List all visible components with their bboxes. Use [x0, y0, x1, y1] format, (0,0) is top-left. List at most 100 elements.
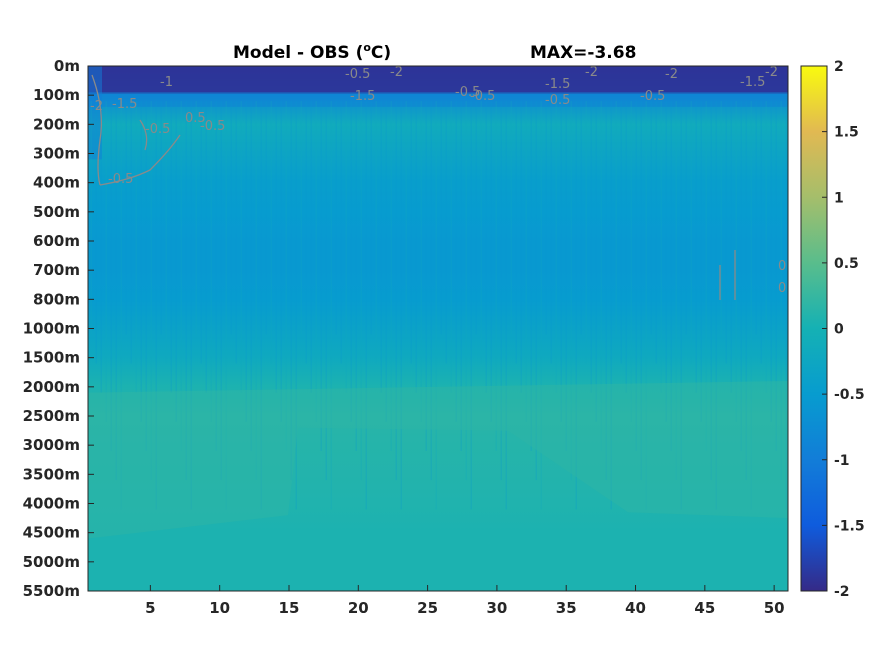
texture-streak	[765, 101, 767, 393]
contour-label: -0.5	[345, 67, 370, 82]
y-tick-label: 1000m	[23, 320, 80, 338]
texture-streak	[410, 101, 412, 364]
deep-warm-region	[88, 381, 788, 539]
max-label: MAX=-3.68	[530, 43, 636, 63]
texture-streak	[225, 101, 227, 510]
contour-label: -0.5	[470, 89, 495, 104]
colorbar-tick-label: -0.5	[834, 387, 865, 403]
contour-label: 0.5	[185, 111, 206, 126]
texture-streak	[665, 101, 667, 422]
texture-streak	[495, 101, 497, 451]
y-tick-label: 500m	[33, 203, 80, 221]
texture-streak	[170, 101, 172, 393]
texture-streak	[185, 101, 187, 481]
texture-streak	[255, 101, 257, 481]
colorbar-tick-label: 0	[834, 322, 844, 338]
texture-streak	[285, 101, 287, 451]
texture-streak	[660, 101, 662, 393]
texture-streak	[400, 101, 402, 510]
texture-streak	[270, 101, 272, 364]
x-tick-label: 40	[625, 599, 646, 617]
texture-streak	[465, 101, 467, 481]
texture-streak	[505, 101, 507, 510]
contour-label: -0.5	[545, 93, 570, 108]
x-tick-label: 25	[417, 599, 438, 617]
texture-streak	[435, 101, 437, 510]
y-tick-label: 100m	[33, 86, 80, 104]
x-tick-label: 5	[145, 599, 155, 617]
texture-streak	[125, 101, 127, 335]
texture-streak	[450, 101, 452, 393]
contour-label: -0.5	[200, 119, 225, 134]
texture-streak	[685, 101, 687, 335]
texture-streak	[695, 101, 697, 393]
texture-streak	[750, 101, 752, 510]
texture-streak	[760, 101, 762, 364]
texture-streak	[415, 101, 417, 393]
y-axis: 0m 100m 200m 300m 400m 500m 600m 700m 800m 1000m 1…	[23, 57, 94, 600]
y-tick-label: 400m	[33, 174, 80, 192]
texture-streak	[300, 101, 302, 335]
title-unit: C)	[371, 43, 391, 63]
texture-streak	[550, 101, 552, 364]
contour-line	[139, 119, 148, 151]
x-tick-label: 20	[348, 599, 369, 617]
heatmap-texture	[88, 66, 788, 539]
texture-streak	[625, 101, 627, 393]
texture-streak	[375, 101, 377, 364]
texture-streak	[215, 101, 217, 451]
texture-streak	[230, 101, 232, 335]
colorbar-tick-label: -1	[834, 453, 850, 469]
texture-streak	[605, 101, 607, 481]
texture-streak	[700, 101, 702, 422]
texture-streak	[740, 101, 742, 451]
texture-streak	[405, 101, 407, 335]
contour-label: -2	[90, 99, 103, 114]
texture-streak	[180, 101, 182, 451]
contour-label: -2	[765, 65, 778, 80]
texture-streak	[155, 101, 157, 510]
contour-label: -1	[160, 75, 173, 90]
texture-streak	[485, 101, 487, 393]
texture-streak	[360, 101, 362, 481]
texture-streak	[315, 101, 317, 422]
texture-streak	[595, 101, 597, 422]
contour-labels: -2 -1.5-1-0.5-0.5 -0.5-1.5-2-0.5-1.5-2-0.5…	[90, 65, 786, 296]
contour-line	[91, 74, 102, 186]
texture-streak	[265, 101, 267, 335]
x-tick-label: 15	[279, 599, 300, 617]
x-tick-label: 10	[209, 599, 230, 617]
texture-streak	[460, 101, 462, 451]
texture-streak	[720, 101, 722, 335]
contour-label: -0.5	[108, 172, 133, 187]
y-tick-label: 0m	[54, 57, 80, 75]
y-tick-label: 200m	[33, 115, 80, 133]
texture-streak	[455, 101, 457, 422]
texture-streak	[705, 101, 707, 451]
left-cold-patch	[88, 66, 102, 160]
texture-streak	[250, 101, 252, 451]
colorbar-tick-label: -2	[834, 584, 850, 600]
contour-label: 0	[778, 259, 786, 274]
texture-streak	[335, 101, 337, 335]
texture-streak	[145, 101, 147, 451]
texture-streak	[240, 101, 242, 393]
x-tick-label: 50	[764, 599, 785, 617]
texture-streak	[430, 101, 432, 481]
texture-streak	[655, 101, 657, 364]
texture-streak	[520, 101, 522, 393]
texture-streak	[110, 101, 112, 451]
texture-streak	[370, 101, 372, 335]
contour-label: -1.5	[112, 97, 137, 112]
texture-streak	[425, 101, 427, 451]
x-tick-label: 45	[694, 599, 715, 617]
contour-label: -0.5	[640, 89, 665, 104]
texture-streak	[95, 101, 97, 364]
texture-streak	[365, 101, 367, 510]
y-tick-label: 600m	[33, 232, 80, 250]
contour-label: -2	[390, 65, 403, 80]
texture-streak	[210, 101, 212, 422]
texture-streak	[560, 101, 562, 422]
texture-streak	[770, 101, 772, 422]
